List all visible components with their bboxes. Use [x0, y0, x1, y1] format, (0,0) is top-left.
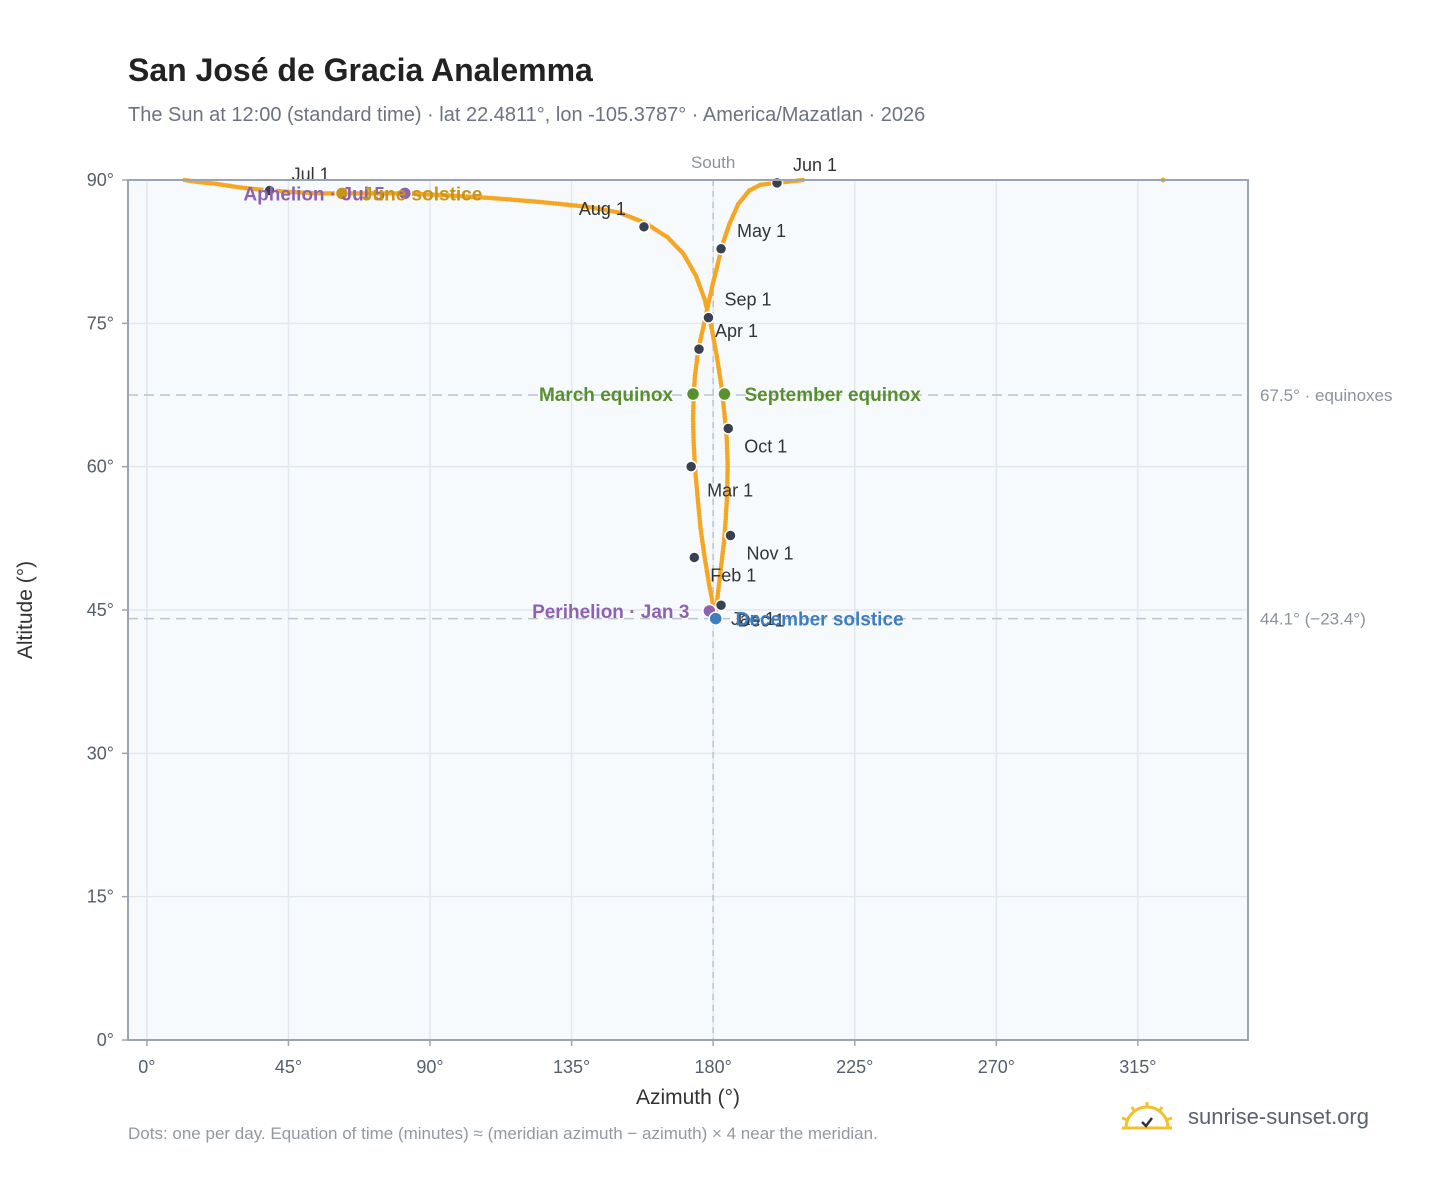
event-label: June solstice: [362, 184, 482, 205]
y-tick-label: 60°: [87, 457, 114, 477]
event-marker: [397, 186, 413, 201]
event-label: Aphelion · Jul 5: [243, 184, 385, 205]
month-label: Oct 1: [744, 436, 787, 456]
month-label: Mar 1: [707, 481, 753, 501]
x-axis-title: Azimuth (°): [636, 1086, 740, 1109]
month-label: Jun 1: [793, 155, 837, 175]
x-tick-label: 0°: [138, 1057, 155, 1077]
month-label: Dec 1: [738, 611, 785, 631]
month-marker: [702, 311, 715, 324]
brand[interactable]: sunrise-sunset.org: [1120, 1100, 1369, 1134]
event-label: March equinox: [539, 385, 674, 406]
chart-title: San José de Gracia Analemma: [128, 52, 593, 88]
event-marker: [334, 186, 350, 201]
y-axis-title: Altitude (°): [14, 561, 37, 659]
meridian-label: South: [691, 153, 735, 172]
month-label: Feb 1: [710, 565, 756, 585]
reference-label: 67.5° · equinoxes: [1260, 386, 1393, 405]
x-tick-label: 315°: [1119, 1057, 1156, 1077]
event-marker: [708, 611, 723, 626]
month-marker: [722, 422, 735, 435]
reference-label: 44.1° (−23.4°): [1260, 610, 1366, 629]
x-tick-label: 45°: [275, 1057, 302, 1077]
sun-logo-icon: [1121, 1102, 1173, 1130]
event-marker: [717, 386, 732, 402]
month-label: Jan 1: [731, 609, 775, 629]
x-tick-label: 180°: [695, 1057, 732, 1077]
y-tick-label: 75°: [87, 313, 114, 333]
month-marker: [724, 529, 737, 542]
chart-subtitle: The Sun at 12:00 (standard time) · lat 2…: [128, 104, 926, 126]
y-tick-label: 0°: [97, 1030, 114, 1050]
event-label: September equinox: [744, 385, 921, 406]
month-marker: [684, 460, 698, 473]
month-label: May 1: [737, 221, 786, 241]
month-marker: [637, 220, 651, 234]
x-tick-label: 135°: [553, 1057, 590, 1077]
event-marker: [685, 386, 701, 402]
y-tick-label: 45°: [87, 600, 114, 620]
month-label: Nov 1: [746, 543, 793, 563]
y-tick-label: 90°: [87, 170, 114, 190]
month-label: Sep 1: [724, 290, 771, 310]
month-label: Apr 1: [715, 321, 758, 341]
x-tick-label: 225°: [836, 1057, 873, 1077]
month-marker: [263, 184, 276, 197]
y-tick-label: 30°: [87, 743, 114, 763]
event-label: December solstice: [736, 610, 904, 631]
event-label: Perihelion · Jan 3: [532, 602, 689, 623]
month-label: Aug 1: [579, 199, 626, 219]
y-tick-label: 15°: [87, 887, 114, 907]
month-marker: [714, 242, 728, 256]
month-label: Jul 1: [292, 165, 330, 185]
month-marker: [692, 342, 706, 356]
x-tick-label: 270°: [978, 1057, 1015, 1077]
plot-frame: [127, 179, 1249, 1041]
brand-text: sunrise-sunset.org: [1188, 1104, 1369, 1129]
month-marker: [688, 551, 701, 564]
footnote: Dots: one per day. Equation of time (min…: [128, 1124, 878, 1143]
x-tick-label: 90°: [416, 1057, 443, 1077]
month-marker: [714, 598, 728, 612]
